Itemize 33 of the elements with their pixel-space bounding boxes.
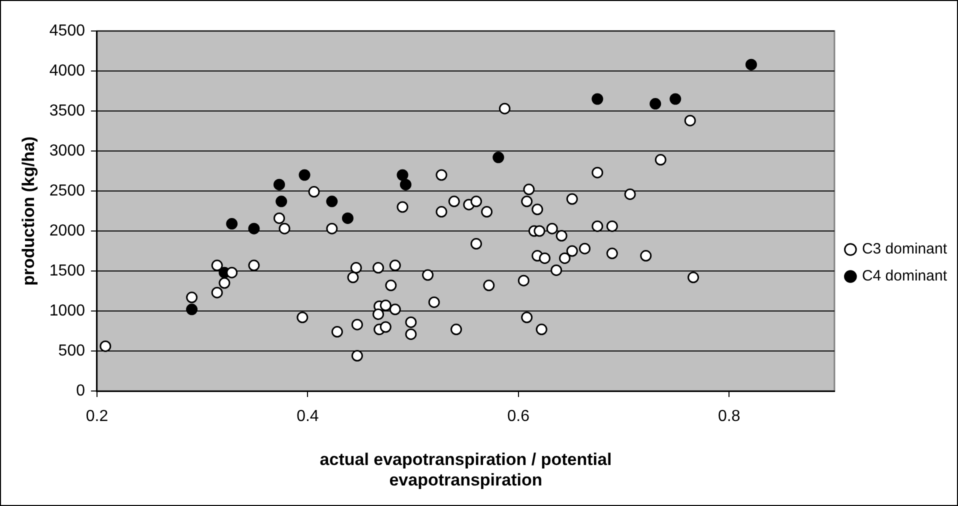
x-tick-label: 0.2 <box>86 408 108 426</box>
point <box>592 93 604 105</box>
y-tick-label: 4500 <box>49 22 86 40</box>
y-tick-label: 1000 <box>49 302 86 320</box>
x-tick-label: 0.8 <box>718 408 740 426</box>
legend-label: C4 dominant <box>862 268 948 285</box>
y-tick-label: 3000 <box>49 142 86 160</box>
point <box>492 152 504 164</box>
point <box>670 93 682 105</box>
point <box>342 212 354 224</box>
x-axis-title: actual evapotranspiration / potential evapotranspiration <box>320 450 612 490</box>
point <box>326 196 338 208</box>
point <box>248 222 260 234</box>
y-tick-label: 0 <box>76 382 86 400</box>
y-axis-title: production (kg/ha) <box>18 136 38 286</box>
point <box>226 218 238 230</box>
y-tick-label: 2500 <box>49 182 86 200</box>
x-tick-label: 0.4 <box>296 408 319 426</box>
point <box>745 58 757 70</box>
point <box>186 304 198 316</box>
point <box>400 178 412 190</box>
point <box>274 178 285 190</box>
y-tick-label: 3500 <box>49 102 86 120</box>
point <box>396 169 408 181</box>
x-tick-label: 0.6 <box>507 408 530 426</box>
point <box>298 169 310 181</box>
y-tick-label: 500 <box>58 342 86 360</box>
legend-label: C3 dominant <box>862 240 948 258</box>
y-tick-label: 2000 <box>49 222 86 240</box>
y-tick-label: 1500 <box>49 262 86 280</box>
point <box>276 196 288 208</box>
y-tick-label: 4000 <box>49 62 86 80</box>
point <box>650 98 662 110</box>
